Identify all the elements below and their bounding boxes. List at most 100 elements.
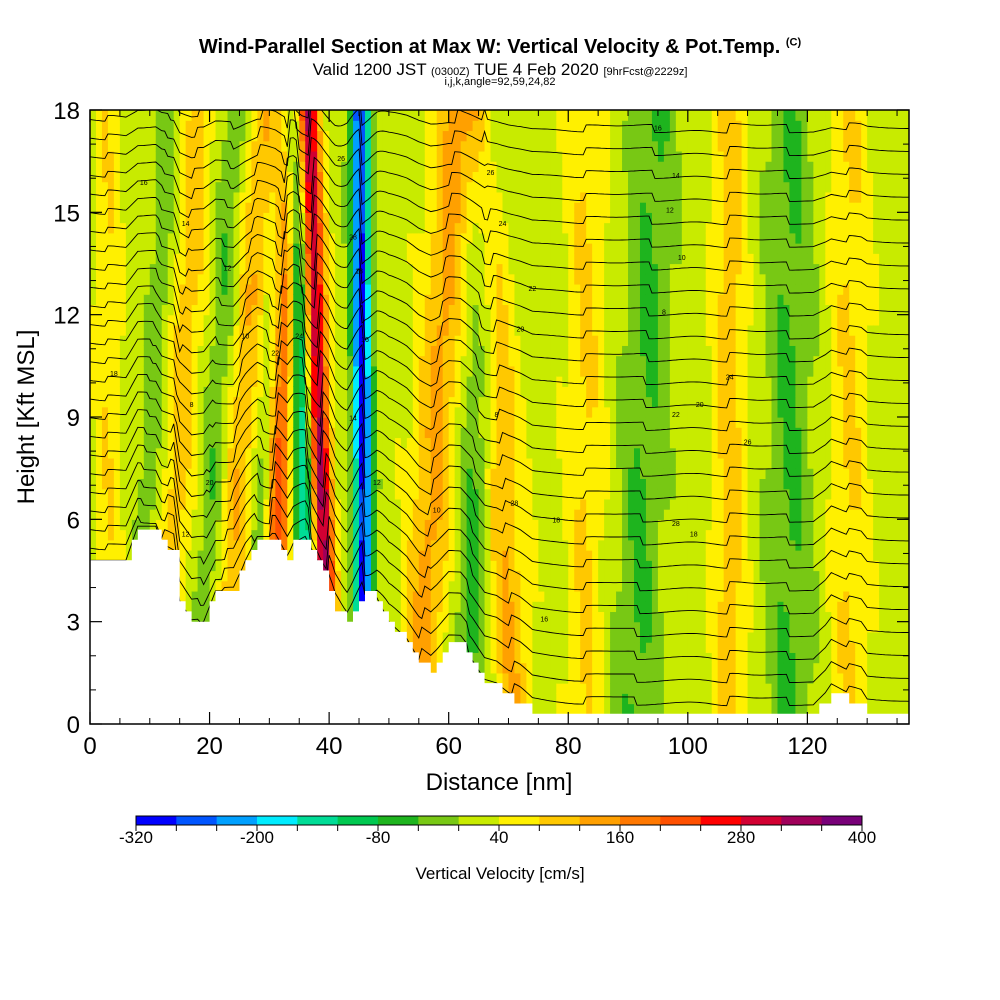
field-cell <box>161 140 169 152</box>
field-cell <box>484 253 492 265</box>
field-cell <box>436 171 444 183</box>
field-cell <box>586 672 593 684</box>
field-cell <box>161 427 169 439</box>
field-cell <box>353 202 360 213</box>
field-cell <box>191 417 199 428</box>
field-cell <box>442 283 450 295</box>
field-cell <box>245 396 253 408</box>
field-cell <box>466 253 474 265</box>
field-cell <box>424 273 432 285</box>
field-cell <box>544 662 551 674</box>
field-cell <box>514 365 522 377</box>
field-cell <box>502 652 510 664</box>
field-cell <box>137 376 145 387</box>
field-cell <box>95 478 103 490</box>
field-cell <box>353 171 360 183</box>
field-cell <box>197 427 205 439</box>
field-cell <box>197 150 205 162</box>
field-cell <box>478 631 486 643</box>
field-cell <box>436 417 444 428</box>
field-cell <box>275 294 282 306</box>
field-cell <box>137 202 145 213</box>
field-cell <box>394 447 402 459</box>
field-cell <box>484 396 492 408</box>
field-cell <box>478 283 486 295</box>
field-cell <box>185 273 193 285</box>
field-cell <box>90 243 97 254</box>
field-cell <box>376 273 384 285</box>
field-cell <box>227 509 235 520</box>
field-cell <box>191 550 199 561</box>
field-cell <box>239 130 247 142</box>
field-cell <box>376 263 384 275</box>
field-cell <box>113 212 121 224</box>
field-cell <box>287 519 294 531</box>
field-cell <box>347 468 354 479</box>
field-cell <box>353 345 360 357</box>
field-cell <box>562 417 569 428</box>
field-cell <box>448 406 456 418</box>
field-cell <box>496 150 504 162</box>
field-cell <box>532 590 539 602</box>
field-cell <box>341 509 348 520</box>
field-cell <box>95 181 103 193</box>
field-cell <box>556 120 563 132</box>
field-cell <box>95 191 103 203</box>
field-cell <box>221 150 229 162</box>
field-cell <box>125 355 133 367</box>
field-cell <box>197 294 205 306</box>
field-cell <box>382 130 390 142</box>
field-cell <box>526 283 533 295</box>
field-cell <box>185 355 193 367</box>
field-cell <box>167 355 175 367</box>
field-cell <box>359 529 366 541</box>
field-cell <box>424 191 432 203</box>
field-cell <box>287 181 294 193</box>
field-cell <box>496 130 504 142</box>
field-cell <box>317 212 324 224</box>
field-cell <box>574 457 581 469</box>
field-cell <box>442 427 450 439</box>
field-cell <box>448 529 456 541</box>
field-cell <box>502 386 510 398</box>
field-cell <box>580 642 587 653</box>
field-cell <box>466 232 474 244</box>
field-cell <box>484 283 492 295</box>
field-cell <box>347 232 354 244</box>
field-cell <box>490 601 498 613</box>
field-cell <box>239 386 247 398</box>
field-cell <box>526 232 533 244</box>
field-cell <box>580 335 587 346</box>
field-cell <box>149 447 157 459</box>
field-cell <box>562 437 569 449</box>
field-cell <box>406 283 414 295</box>
field-cell <box>556 662 563 674</box>
field-cell <box>406 243 414 254</box>
field-cell <box>538 130 545 142</box>
field-cell <box>179 386 187 398</box>
field-cell <box>442 621 450 633</box>
field-cell <box>556 652 563 664</box>
field-cell <box>550 519 557 531</box>
field-cell <box>95 202 103 213</box>
field-cell <box>424 232 432 244</box>
field-cell <box>257 222 264 234</box>
field-cell <box>478 191 486 203</box>
field-cell <box>370 253 378 265</box>
field-cell <box>227 161 235 172</box>
field-cell <box>562 652 569 664</box>
field-cell <box>478 427 486 439</box>
field-cell <box>113 263 121 275</box>
field-cell <box>394 253 402 265</box>
field-cell <box>197 314 205 326</box>
field-cell <box>508 212 516 224</box>
field-cell <box>113 539 121 551</box>
field-cell <box>221 243 229 254</box>
field-cell <box>347 488 354 500</box>
field-cell <box>568 335 575 346</box>
field-cell <box>406 294 414 306</box>
field-cell <box>221 355 229 367</box>
field-cell <box>257 324 264 336</box>
field-cell <box>484 161 492 172</box>
field-cell <box>508 355 516 367</box>
